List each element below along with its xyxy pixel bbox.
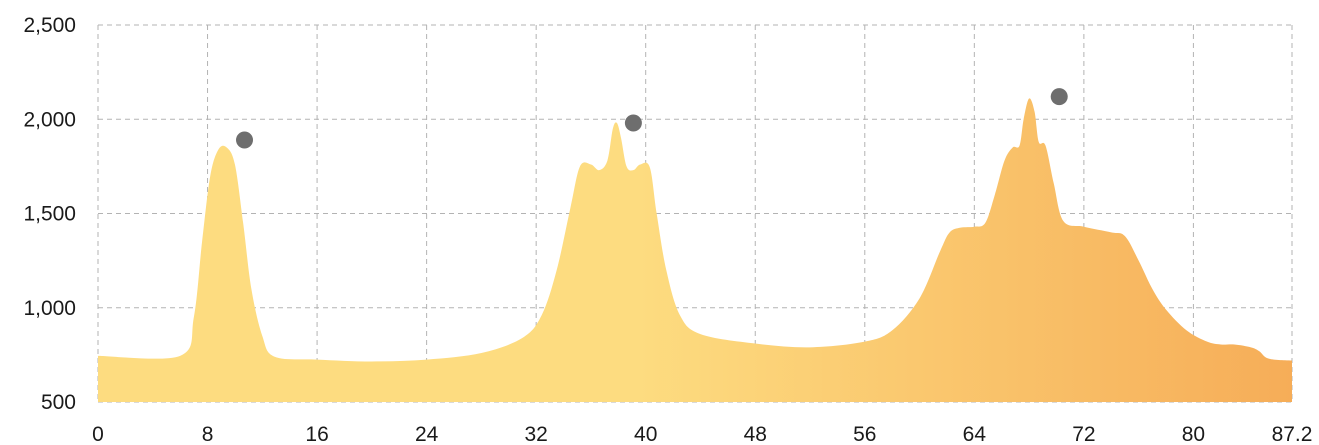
y-tick-label: 2,000 bbox=[23, 108, 76, 131]
y-tick-label: 1,500 bbox=[23, 203, 76, 226]
x-tick-label: 0 bbox=[92, 423, 104, 445]
x-tick-label: 80 bbox=[1182, 423, 1205, 445]
series-area-layer bbox=[98, 98, 1292, 402]
x-tick-label: 64 bbox=[963, 423, 987, 445]
y-tick-label: 500 bbox=[41, 391, 76, 414]
x-tick-label: 8 bbox=[202, 423, 214, 445]
x-tick-label: 56 bbox=[853, 423, 876, 445]
x-tick-label: 87.2 bbox=[1272, 423, 1313, 445]
peak-marker[interactable] bbox=[624, 114, 642, 132]
x-tick-label: 48 bbox=[744, 423, 767, 445]
x-tick-label: 16 bbox=[305, 423, 328, 445]
y-tick-label: 2,500 bbox=[23, 14, 76, 37]
peak-marker[interactable] bbox=[1050, 88, 1068, 106]
marker-layer bbox=[236, 88, 1068, 149]
peak-marker[interactable] bbox=[236, 131, 254, 149]
series-area bbox=[98, 98, 1292, 402]
axis-labels: 0 8 16 24 32 40 48 56 64 72 80 87.2 500 1,000 1,500 2,0… bbox=[23, 14, 1312, 445]
x-tick-label: 24 bbox=[415, 423, 439, 445]
x-tick-label: 72 bbox=[1072, 423, 1095, 445]
x-tick-label: 32 bbox=[524, 423, 547, 445]
y-tick-label: 1,000 bbox=[23, 297, 76, 320]
x-tick-label: 40 bbox=[634, 423, 657, 445]
